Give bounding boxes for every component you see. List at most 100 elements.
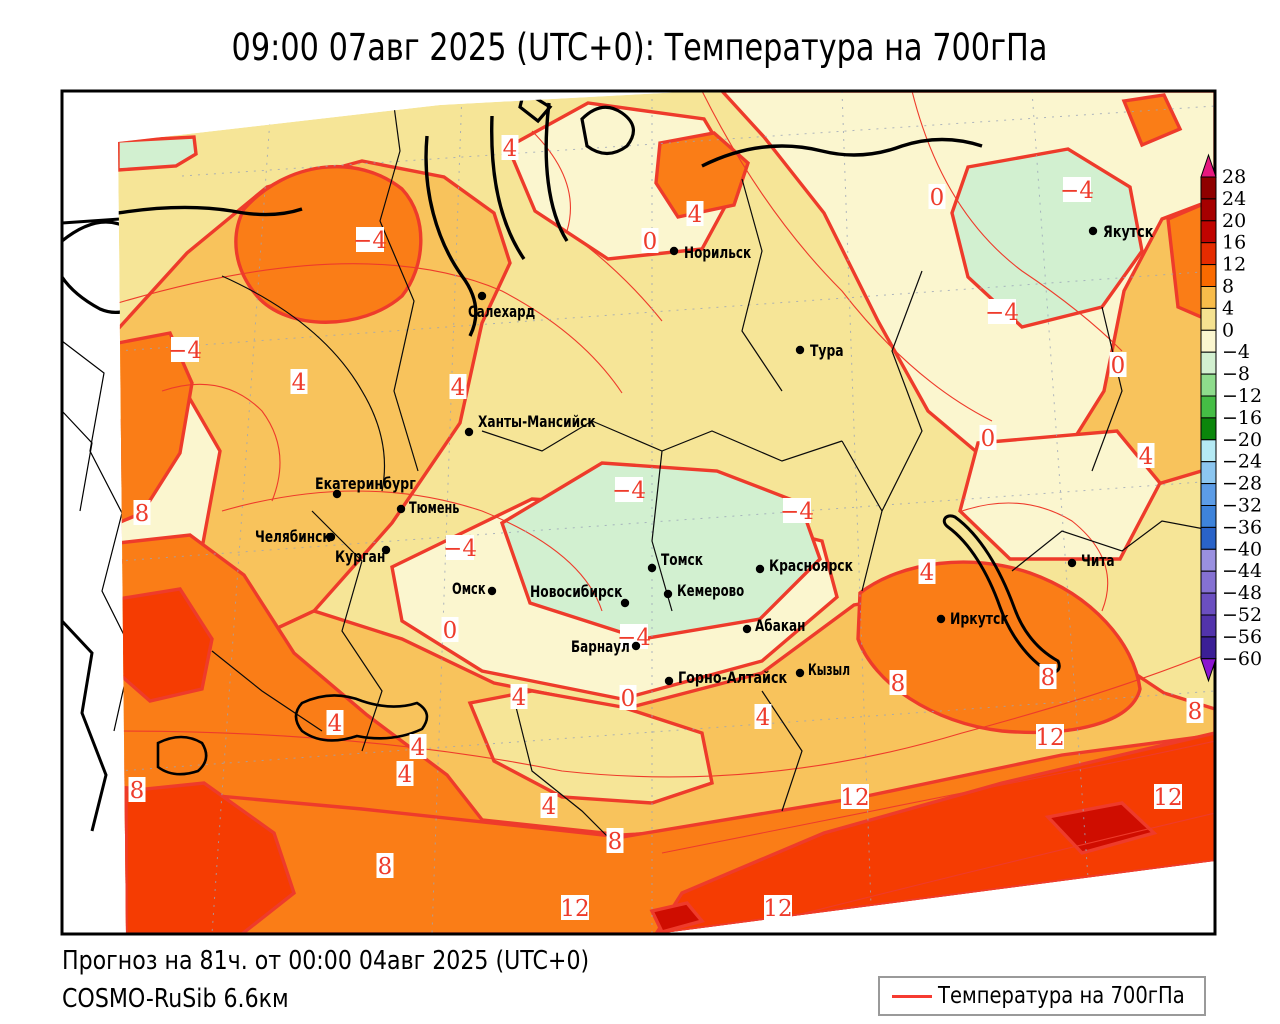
contour-value-label: −4 [985,299,1019,326]
contour-value-label: −4 [612,477,646,504]
colorbar-tick-label: 12 [1222,254,1246,276]
colorbar-cell [1201,287,1216,309]
contour-value-label: 12 [840,784,869,811]
contour-label-text: 8 [130,778,145,804]
colorbar-tick-label: −16 [1222,407,1262,429]
city-label: Тура [810,341,844,360]
contour-value-label: 4 [397,761,414,788]
contour-label-text: 4 [688,202,703,228]
border-line [62,411,92,511]
colorbar-cell [1201,549,1216,571]
contour-value-label: 0 [980,425,997,452]
contour-label-text: −4 [1060,178,1094,204]
city: Челябинск [255,527,335,546]
contour-label-text: 0 [981,426,996,452]
contour-value-label: 4 [755,704,772,731]
contour-label-text: 8 [378,854,393,880]
legend-label-text: Температура на 700гПа [938,983,1185,1009]
city-marker [478,292,486,300]
city-marker [1089,227,1097,235]
weather-map-page: { "title": "09:00 07авг 2025 (UTC+0): Те… [0,0,1280,1024]
city-marker [648,564,656,572]
temperature-field [118,91,1215,934]
colorbar-tick-label: 0 [1222,319,1234,341]
contour-value-label: 8 [129,777,146,804]
city-label: Норильск [684,243,751,262]
contour-label-text: 4 [756,705,771,731]
city-label: Новосибирск [530,582,623,601]
city-marker [465,428,473,436]
model-info: COSMO-RuSib 6.6км [62,984,329,1014]
colorbar-cell [1201,243,1216,265]
contour-label-text: −4 [353,228,387,254]
contour-value-label: −4 [443,535,477,562]
region-8-12 [236,167,421,323]
city-label: Томск [661,550,703,569]
colorbar-tick-label: −28 [1222,473,1262,495]
city: Курган [335,546,390,566]
contour-label-text: 4 [451,375,466,401]
contour-label-text: 4 [1139,444,1154,470]
contour-label-text: 4 [398,762,413,788]
contour-label-text: 8 [1041,665,1056,691]
city-label: Екатеринбург [315,474,416,493]
contour-value-label: 4 [327,710,344,737]
city-marker [665,677,673,685]
model-info-text: COSMO-RuSib 6.6км [62,984,289,1014]
city-label: Барнаул [571,637,630,656]
forecast-map-canvas: 4040−4−40−444−404−4−4−480−44044444888121… [62,91,1280,934]
colorbar-tick-label: −44 [1222,560,1262,582]
contour-label-text: 0 [643,229,658,255]
contour-label-text: 4 [411,735,426,761]
contour-value-label: 4 [502,135,519,162]
colorbar-tick-label: 8 [1222,276,1234,298]
colorbar-tick-label: −56 [1222,626,1262,648]
contour-value-label: 8 [377,853,394,880]
contour-value-label: 12 [763,895,792,922]
colorbar-cell [1201,615,1216,637]
contour-label-text: 0 [443,618,458,644]
contour-label-text: 12 [1153,785,1182,811]
contour-value-label: 4 [511,684,528,711]
colorbar-tick-label: −40 [1222,538,1262,560]
contour-label-text: 12 [560,896,589,922]
legend-box: Температура на 700гПа [878,976,1206,1016]
city-marker [796,346,804,354]
colorbar-tick-label: 28 [1222,166,1246,188]
colorbar-tick-label: 24 [1222,188,1246,210]
colorbar-tick-label: −60 [1222,648,1262,670]
contour-value-label: 12 [560,895,589,922]
colorbar-tick-label: 16 [1222,232,1246,254]
city-marker [664,590,672,598]
city-label: Салехард [468,302,535,321]
colorbar-cell [1201,637,1216,659]
city-label: Кызыл [808,660,850,679]
contour-label-text: 4 [542,794,557,820]
contour-value-label: 0 [442,617,459,644]
contour-value-label: 0 [929,184,946,211]
colorbar-tick-label: −32 [1222,495,1262,517]
colorbar-tick-label: 20 [1222,210,1246,232]
contour-value-label: 0 [620,685,637,712]
colorbar-tick-label: −52 [1222,604,1262,626]
contour-value-label: 8 [1040,664,1057,691]
contour-label-text: 4 [503,136,518,162]
colorbar-cell [1201,593,1216,615]
contour-value-label: −4 [780,498,814,525]
city-marker [743,625,751,633]
city-marker [488,587,496,595]
contour-label-text: 4 [328,711,343,737]
contour-value-label: 12 [1035,724,1064,751]
colorbar-cell [1201,352,1216,374]
city-label: Кемерово [677,581,744,600]
city: Красноярск [756,556,853,575]
colorbar-cell [1201,527,1216,549]
city-marker [937,615,945,623]
colorbar-cell [1201,571,1216,593]
colorbar-tick-label: 4 [1222,297,1234,319]
colorbar-cell [1201,484,1216,506]
contour-label-text: 4 [512,685,527,711]
colorbar-cell [1201,418,1216,440]
contour-value-label: 0 [642,228,659,255]
legend-label: Температура на 700гПа [938,983,1228,1009]
